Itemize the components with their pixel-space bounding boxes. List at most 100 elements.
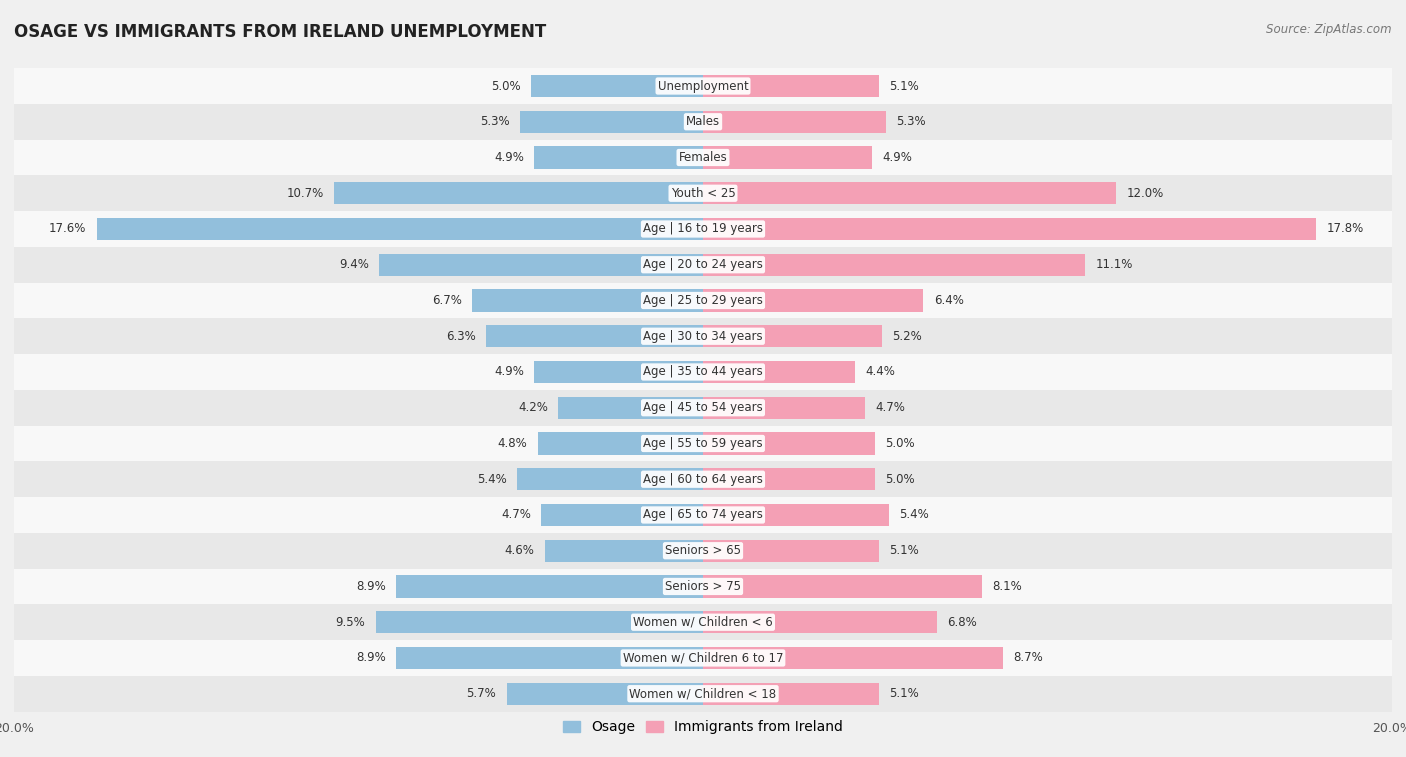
Text: 4.7%: 4.7% bbox=[501, 509, 531, 522]
Bar bbox=[544, 540, 703, 562]
Text: 5.1%: 5.1% bbox=[889, 544, 918, 557]
Text: Age | 30 to 34 years: Age | 30 to 34 years bbox=[643, 330, 763, 343]
Text: 17.8%: 17.8% bbox=[1326, 223, 1364, 235]
Text: 8.9%: 8.9% bbox=[356, 652, 387, 665]
Text: 8.7%: 8.7% bbox=[1012, 652, 1043, 665]
Bar bbox=[14, 68, 1392, 104]
Bar bbox=[703, 289, 924, 312]
Text: Seniors > 65: Seniors > 65 bbox=[665, 544, 741, 557]
Text: 12.0%: 12.0% bbox=[1126, 187, 1164, 200]
Text: 4.9%: 4.9% bbox=[494, 366, 524, 378]
Text: OSAGE VS IMMIGRANTS FROM IRELAND UNEMPLOYMENT: OSAGE VS IMMIGRANTS FROM IRELAND UNEMPLO… bbox=[14, 23, 547, 41]
Bar bbox=[14, 461, 1392, 497]
Text: Age | 20 to 24 years: Age | 20 to 24 years bbox=[643, 258, 763, 271]
Bar bbox=[14, 425, 1392, 461]
Bar bbox=[703, 575, 981, 597]
Text: 4.9%: 4.9% bbox=[494, 151, 524, 164]
Bar bbox=[14, 282, 1392, 319]
Bar bbox=[14, 211, 1392, 247]
Text: 6.7%: 6.7% bbox=[432, 294, 461, 307]
Bar bbox=[486, 326, 703, 347]
Text: 5.7%: 5.7% bbox=[467, 687, 496, 700]
Bar bbox=[703, 361, 855, 383]
Text: 4.8%: 4.8% bbox=[498, 437, 527, 450]
Bar bbox=[14, 497, 1392, 533]
Bar bbox=[531, 75, 703, 97]
Bar bbox=[703, 647, 1002, 669]
Bar bbox=[14, 176, 1392, 211]
Bar bbox=[703, 254, 1085, 276]
Text: 5.1%: 5.1% bbox=[889, 687, 918, 700]
Bar bbox=[703, 611, 938, 634]
Bar bbox=[14, 569, 1392, 604]
Bar bbox=[14, 104, 1392, 139]
Bar bbox=[703, 397, 865, 419]
Text: Age | 16 to 19 years: Age | 16 to 19 years bbox=[643, 223, 763, 235]
Bar bbox=[534, 146, 703, 169]
Text: 17.6%: 17.6% bbox=[49, 223, 86, 235]
Text: 8.1%: 8.1% bbox=[993, 580, 1022, 593]
Bar bbox=[703, 468, 875, 491]
Bar bbox=[380, 254, 703, 276]
Text: Unemployment: Unemployment bbox=[658, 79, 748, 92]
Text: Age | 55 to 59 years: Age | 55 to 59 years bbox=[643, 437, 763, 450]
Bar bbox=[14, 354, 1392, 390]
Text: 5.4%: 5.4% bbox=[900, 509, 929, 522]
Text: 4.4%: 4.4% bbox=[865, 366, 894, 378]
Text: 5.0%: 5.0% bbox=[886, 437, 915, 450]
Text: 6.4%: 6.4% bbox=[934, 294, 963, 307]
Legend: Osage, Immigrants from Ireland: Osage, Immigrants from Ireland bbox=[558, 715, 848, 740]
Text: Women w/ Children 6 to 17: Women w/ Children 6 to 17 bbox=[623, 652, 783, 665]
Text: 4.6%: 4.6% bbox=[505, 544, 534, 557]
Bar bbox=[506, 683, 703, 705]
Text: Females: Females bbox=[679, 151, 727, 164]
Text: 5.4%: 5.4% bbox=[477, 472, 506, 486]
Bar bbox=[14, 640, 1392, 676]
Bar bbox=[14, 139, 1392, 176]
Text: 8.9%: 8.9% bbox=[356, 580, 387, 593]
Text: Age | 25 to 29 years: Age | 25 to 29 years bbox=[643, 294, 763, 307]
Bar bbox=[703, 75, 879, 97]
Text: 4.2%: 4.2% bbox=[519, 401, 548, 414]
Bar bbox=[703, 326, 882, 347]
Text: 5.1%: 5.1% bbox=[889, 79, 918, 92]
Bar bbox=[517, 468, 703, 491]
Bar bbox=[396, 575, 703, 597]
Bar bbox=[537, 432, 703, 454]
Text: 5.2%: 5.2% bbox=[893, 330, 922, 343]
Bar bbox=[703, 504, 889, 526]
Text: 9.4%: 9.4% bbox=[339, 258, 368, 271]
Bar bbox=[703, 146, 872, 169]
Text: 5.3%: 5.3% bbox=[481, 115, 510, 128]
Text: Women w/ Children < 18: Women w/ Children < 18 bbox=[630, 687, 776, 700]
Bar bbox=[14, 247, 1392, 282]
Bar bbox=[703, 182, 1116, 204]
Bar bbox=[14, 604, 1392, 640]
Bar bbox=[703, 683, 879, 705]
Text: Women w/ Children < 6: Women w/ Children < 6 bbox=[633, 615, 773, 629]
Text: 4.7%: 4.7% bbox=[875, 401, 905, 414]
Bar bbox=[375, 611, 703, 634]
Text: 4.9%: 4.9% bbox=[882, 151, 912, 164]
Bar bbox=[396, 647, 703, 669]
Text: Youth < 25: Youth < 25 bbox=[671, 187, 735, 200]
Text: Age | 35 to 44 years: Age | 35 to 44 years bbox=[643, 366, 763, 378]
Text: 5.0%: 5.0% bbox=[491, 79, 520, 92]
Bar bbox=[472, 289, 703, 312]
Text: 5.3%: 5.3% bbox=[896, 115, 925, 128]
Text: Age | 60 to 64 years: Age | 60 to 64 years bbox=[643, 472, 763, 486]
Bar bbox=[335, 182, 703, 204]
Bar bbox=[558, 397, 703, 419]
Bar bbox=[14, 676, 1392, 712]
Bar bbox=[14, 390, 1392, 425]
Text: Age | 65 to 74 years: Age | 65 to 74 years bbox=[643, 509, 763, 522]
Text: 11.1%: 11.1% bbox=[1095, 258, 1133, 271]
Bar bbox=[703, 111, 886, 132]
Text: 6.3%: 6.3% bbox=[446, 330, 475, 343]
Text: 9.5%: 9.5% bbox=[336, 615, 366, 629]
Text: Seniors > 75: Seniors > 75 bbox=[665, 580, 741, 593]
Text: Source: ZipAtlas.com: Source: ZipAtlas.com bbox=[1267, 23, 1392, 36]
Text: 5.0%: 5.0% bbox=[886, 472, 915, 486]
Bar bbox=[534, 361, 703, 383]
Bar bbox=[97, 218, 703, 240]
